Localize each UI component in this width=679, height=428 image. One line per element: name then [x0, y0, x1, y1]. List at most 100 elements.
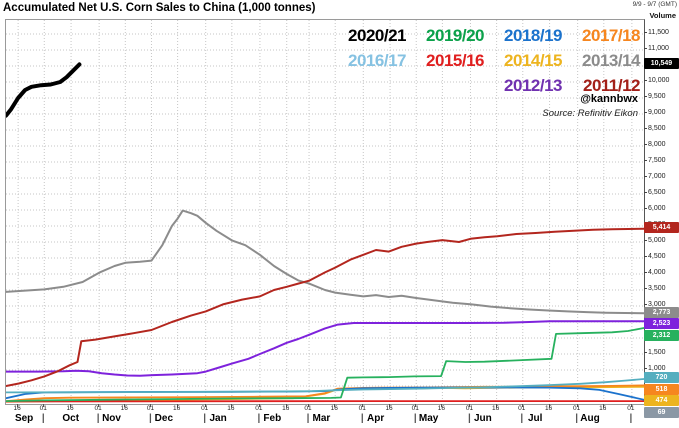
plot-svg: [6, 20, 644, 404]
legend-item-2017-18: 2017/18: [582, 26, 640, 45]
x-tick-mark: [285, 404, 287, 407]
series-line-2013-14: [6, 209, 644, 315]
month-label-nov: Nov: [102, 413, 121, 424]
x-tick-mark: [204, 404, 206, 407]
legend-item-2012-13: 2012/13: [504, 76, 562, 95]
x-tick-label: 01: [411, 405, 419, 412]
y-tick-mark: [644, 31, 647, 33]
y-tick-mark: [644, 271, 647, 273]
legend-row-3: 2012/13 2011/12: [328, 73, 640, 98]
y-tick-mark: [644, 351, 647, 353]
x-tick-label: 16: [227, 405, 235, 412]
y-tick-mark: [644, 159, 647, 161]
y-tick-label: 9,000: [644, 109, 679, 116]
month-separator: |: [360, 413, 364, 424]
month-label-jul: Jul: [527, 413, 543, 424]
y-tick-label: 7,500: [644, 157, 679, 164]
x-tick-mark: [521, 404, 523, 407]
x-tick-mark: [98, 404, 100, 407]
series-line-2019-20: [6, 327, 644, 403]
source-label: Source: Refinitiv Eikon: [542, 108, 638, 119]
month-separator: |: [629, 413, 633, 424]
x-tick-mark: [124, 404, 126, 407]
value-badge-2011-12: 5,414: [644, 222, 679, 234]
x-tick-label: 01: [304, 405, 312, 412]
x-tick-mark: [548, 404, 550, 407]
month-label-may: May: [418, 413, 439, 424]
y-tick-label: 11,000: [644, 45, 679, 52]
value-badge-2014-15: 474: [644, 395, 679, 407]
month-separator: |: [575, 413, 579, 424]
x-tick-label: 16: [282, 405, 290, 412]
y-tick-label: 3,500: [644, 285, 679, 292]
legend: 2020/21 2019/20 2018/19 2017/18 2016/17 2015/…: [328, 23, 640, 98]
y-tick-mark: [644, 287, 647, 289]
value-badge-2013-14: 2,773: [644, 306, 679, 318]
y-tick-label: 1,000: [644, 365, 679, 372]
month-separator: |: [257, 413, 261, 424]
series-line-2011-12: [6, 227, 644, 387]
x-tick-mark: [334, 404, 336, 407]
plot-area: [5, 19, 645, 405]
month-label-jun: Jun: [473, 413, 492, 424]
month-separator: |: [96, 413, 100, 424]
x-tick-label: 01: [465, 405, 474, 412]
y-tick-label: 9,500: [644, 93, 679, 100]
month-separator: |: [149, 413, 152, 424]
x-tick-label: 16: [385, 405, 393, 412]
x-tick-mark: [602, 404, 604, 407]
x-tick-mark: [362, 404, 364, 407]
x-tick-mark: [176, 404, 178, 407]
legend-item-2018-19: 2018/19: [504, 26, 562, 45]
legend-item-2014-15: 2014/15: [504, 51, 562, 70]
legend-row-1: 2020/21 2019/20 2018/19 2017/18: [328, 23, 640, 48]
value-badge-2018-19: 69: [644, 406, 679, 418]
y-tick-label: 11,500: [644, 29, 679, 36]
y-tick-mark: [644, 47, 647, 49]
month-separator: |: [306, 413, 310, 424]
volume-axis-label: Volume: [649, 11, 676, 20]
month-label-oct: Oct: [62, 413, 80, 424]
month-label-dec: Dec: [154, 413, 174, 424]
x-tick-label: 16: [13, 405, 21, 412]
x-tick-mark: [17, 404, 19, 407]
y-tick-mark: [644, 175, 647, 177]
month-label-feb: Feb: [263, 413, 282, 424]
y-tick-label: 8,000: [644, 141, 679, 148]
y-tick-label: 7,000: [644, 173, 679, 180]
month-separator: |: [203, 413, 207, 424]
legend-item-2011-12: 2011/12: [582, 76, 641, 95]
x-tick-label: 01: [627, 405, 635, 412]
y-tick-mark: [644, 95, 647, 97]
value-badge-2019-20: 2,312: [644, 329, 679, 341]
x-tick-mark: [258, 404, 260, 407]
x-tick-label: 16: [172, 405, 181, 412]
x-tick-label: 01: [94, 405, 102, 412]
y-tick-mark: [644, 255, 647, 257]
value-badge-2012-13: 2,523: [644, 318, 679, 330]
y-tick-label: 10,000: [644, 77, 679, 84]
y-tick-label: 5,000: [644, 237, 679, 244]
month-label-aug: Aug: [580, 413, 600, 424]
x-tick-mark: [389, 404, 391, 407]
x-tick-label: 01: [146, 405, 155, 412]
x-tick-label: 01: [573, 405, 581, 412]
value-badge-2017-18: 518: [644, 383, 679, 395]
x-tick-mark: [43, 404, 45, 407]
x-tick-label: 01: [518, 405, 526, 412]
month-label-apr: Apr: [367, 413, 385, 424]
x-tick-mark: [576, 404, 578, 407]
legend-item-2016-17: 2016/17: [348, 51, 406, 70]
x-tick-label: 01: [255, 405, 263, 412]
y-tick-mark: [644, 207, 647, 209]
month-label-mar: Mar: [312, 413, 331, 424]
y-tick-mark: [644, 111, 647, 113]
y-tick-label: 4,500: [644, 253, 679, 260]
series-line-2020-21: [6, 62, 82, 118]
x-tick-mark: [630, 404, 632, 407]
y-tick-label: 4,000: [644, 269, 679, 276]
y-tick-label: 6,000: [644, 205, 679, 212]
x-tick-label: 01: [39, 405, 47, 412]
twitter-handle-label: @kannbwx: [580, 93, 638, 105]
x-tick-label: 16: [330, 405, 338, 412]
